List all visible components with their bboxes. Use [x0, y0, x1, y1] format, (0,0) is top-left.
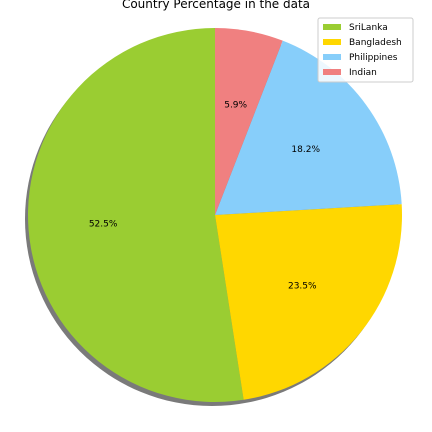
legend-label-bangladesh: Bangladesh — [349, 38, 402, 48]
value-label-philippines: 18.2% — [291, 145, 320, 155]
legend-label-philippines: Philippines — [349, 53, 398, 63]
value-label-bangladesh: 23.5% — [288, 282, 317, 292]
pie-slices — [27, 28, 402, 402]
pie-slice-srilanka — [27, 28, 244, 402]
pie-value-labels: 52.5% 23.5% 18.2% 5.9% — [89, 101, 321, 292]
chart-title: Country Percentage in the data — [122, 0, 310, 11]
legend-label-indian: Indian — [349, 68, 377, 78]
legend-swatch-indian — [323, 69, 341, 75]
legend-swatch-bangladesh — [323, 39, 341, 45]
pie-slice-philippines — [215, 40, 402, 215]
value-label-indian: 5.9% — [224, 101, 247, 111]
legend-swatch-philippines — [323, 54, 341, 60]
legend: SriLanka Bangladesh Philippines Indian — [317, 17, 414, 83]
legend-label-srilanka: SriLanka — [349, 23, 388, 33]
value-label-srilanka: 52.5% — [89, 220, 118, 230]
pie-slice-indian — [215, 28, 283, 215]
legend-swatch-srilanka — [323, 24, 341, 30]
pie-slice-bangladesh — [215, 204, 402, 400]
legend-box — [317, 17, 414, 83]
